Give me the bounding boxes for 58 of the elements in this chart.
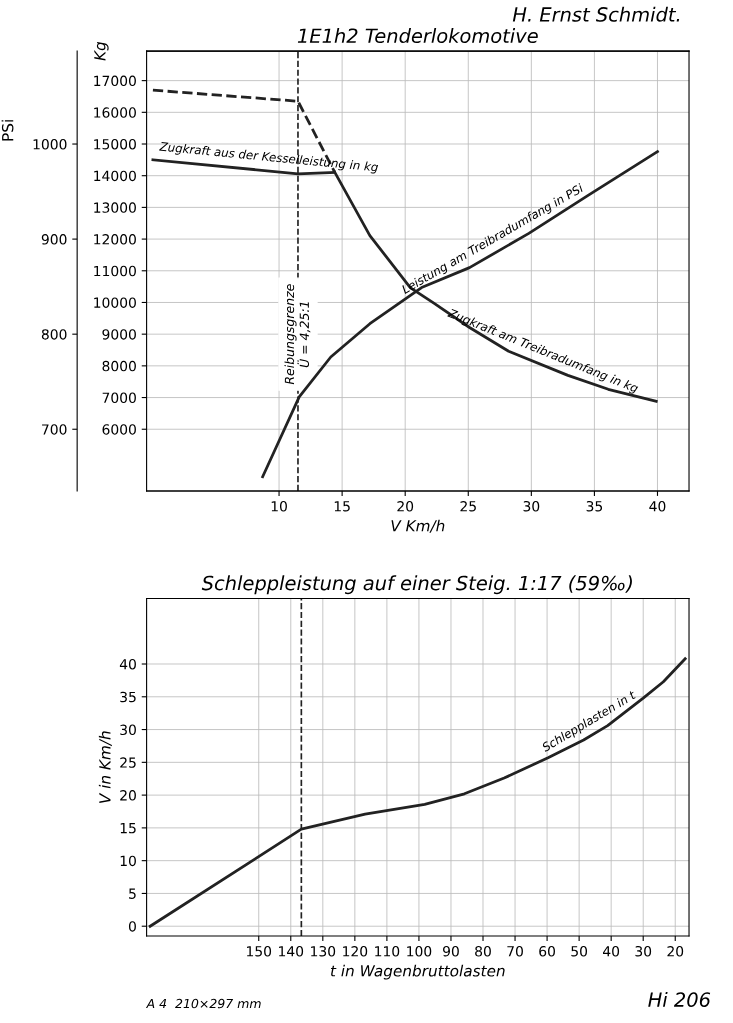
y-tick-label: 20 <box>120 790 136 801</box>
x-tick-label: 110 <box>375 946 400 957</box>
y2-tick-label: 900 <box>41 234 67 245</box>
y-tick-label: 0 <box>128 921 136 932</box>
y-tick-label: 10000 <box>94 297 136 308</box>
x-tick-label: 30 <box>635 946 652 957</box>
x-tick-label: 35 <box>586 501 603 512</box>
y2-axis-title: PSi <box>1 120 14 141</box>
x-tick-label: 50 <box>571 946 588 957</box>
text: H. Ernst Schmidt. <box>512 6 680 22</box>
x-tick-label: 90 <box>443 946 459 957</box>
x-tick-label: 60 <box>539 946 555 957</box>
y-tick-label: 14000 <box>94 170 136 182</box>
annotation: Reibungsgrenze Ü = 4,25:1 <box>284 284 311 385</box>
text: Hi 206 <box>648 991 711 1007</box>
x-tick-label: 120 <box>343 946 368 957</box>
text: Zugkraft aus der Kesselleistung in kg <box>158 141 379 174</box>
chart-title: 1E1h2 Tenderlokomotive <box>297 28 538 44</box>
y-tick-label: 11000 <box>94 265 136 277</box>
text: A 4 210×297 mm <box>145 998 261 1009</box>
y-tick-label: 35 <box>120 691 136 703</box>
y-tick-label: 5 <box>129 888 136 899</box>
y-tick-label: 7000 <box>102 392 136 404</box>
x-tick-label: 70 <box>507 946 523 957</box>
x-tick-label: 40 <box>603 946 620 957</box>
x-tick-label: 30 <box>523 501 540 512</box>
y-axis-title: Kg <box>94 41 109 61</box>
x-tick-label: 20 <box>667 946 684 957</box>
y-tick-label: 40 <box>119 658 136 670</box>
y2-tick-label: 700 <box>42 424 67 435</box>
y-tick-label: 16000 <box>94 107 136 118</box>
x-tick-label: 140 <box>279 946 304 957</box>
y-tick-label: 30 <box>120 724 136 736</box>
y-tick-label: 10 <box>120 855 136 867</box>
chart-title: Schleppleistung auf einer Steig. 1:17 (59‰) <box>201 575 632 595</box>
y-axis-title: V in Km/h <box>98 731 112 803</box>
x-tick-label: 20 <box>397 501 414 512</box>
y-tick-label: 15 <box>120 823 136 834</box>
y-tick-label: 8000 <box>102 360 136 372</box>
y-tick-label: 13000 <box>94 202 136 213</box>
x-axis-title: t in Wagenbruttolasten <box>330 964 505 980</box>
x-tick-label: 150 <box>247 946 272 957</box>
x-tick-label: 15 <box>334 501 350 512</box>
x-tick-label: 130 <box>311 946 336 957</box>
x-tick-label: 25 <box>460 501 476 512</box>
x-tick-label: 10 <box>271 501 287 512</box>
y2-tick-label: 800 <box>41 329 67 340</box>
y-tick-label: 9000 <box>102 329 136 340</box>
x-axis-title: V Km/h <box>391 519 445 533</box>
x-tick-label: 80 <box>475 946 491 957</box>
y-tick-label: 6000 <box>102 424 136 435</box>
y-tick-label: 17000 <box>94 75 136 87</box>
y-tick-label: 25 <box>120 757 136 768</box>
y-tick-label: 15000 <box>94 138 136 150</box>
y-tick-label: 12000 <box>94 234 136 245</box>
x-tick-label: 100 <box>407 946 432 957</box>
x-tick-label: 40 <box>649 501 666 512</box>
y2-tick-label: 1000 <box>33 139 67 150</box>
